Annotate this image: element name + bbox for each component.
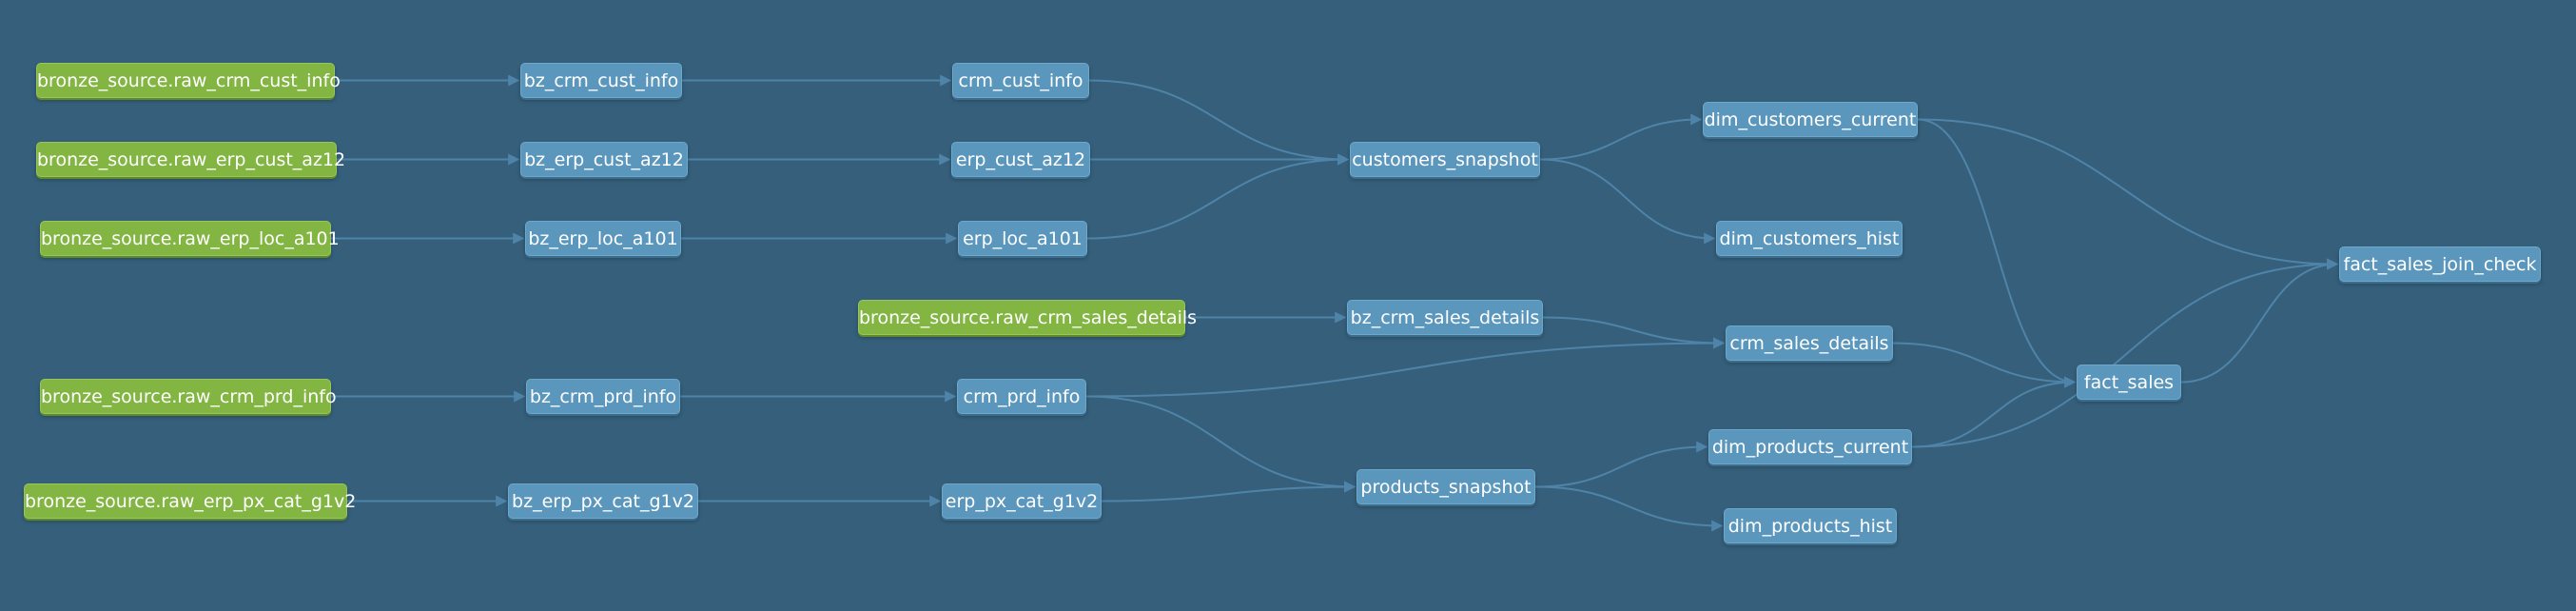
node-dim-products-hist[interactable]: dim_products_hist <box>1724 508 1897 543</box>
node-bronze-source-raw-crm-cust-info[interactable]: bronze_source.raw_crm_cust_info <box>36 63 341 98</box>
node-bz-erp-loc-a101[interactable]: bz_erp_loc_a101 <box>525 221 681 256</box>
node-bz-erp-px-cat-g1v2[interactable]: bz_erp_px_cat_g1v2 <box>508 483 698 519</box>
node-dim-customers-hist[interactable]: dim_customers_hist <box>1716 221 1903 256</box>
edge-dim_customers_current-to-fact_sales_join_check <box>1917 118 2339 270</box>
edge-crm_cust_info-to-customers_snapshot <box>1088 79 1350 166</box>
node-dim-customers-current[interactable]: dim_customers_current <box>1703 102 1918 137</box>
node-bronze-source-raw-erp-cust-az12[interactable]: bronze_source.raw_erp_cust_az12 <box>36 142 345 177</box>
edge-crm_prd_info-to-products_snapshot <box>1085 395 1356 493</box>
node-bz-crm-sales-details[interactable]: bz_crm_sales_details <box>1347 300 1543 335</box>
node-crm-prd-info[interactable]: crm_prd_info <box>957 379 1086 414</box>
edge-erp_loc_a101-to-customers_snapshot <box>1086 153 1350 240</box>
node-bz-crm-cust-info[interactable]: bz_crm_cust_info <box>520 63 682 98</box>
node-products-snapshot[interactable]: products_snapshot <box>1356 469 1535 504</box>
edge-crm_prd_info-to-crm_sales_details <box>1085 337 1726 398</box>
node-bz-crm-prd-info[interactable]: bz_crm_prd_info <box>526 379 680 414</box>
node-customers-snapshot[interactable]: customers_snapshot <box>1350 142 1540 177</box>
node-dim-products-current[interactable]: dim_products_current <box>1708 429 1912 464</box>
edge-erp_px_cat_g1v2-to-products_snapshot <box>1101 481 1356 503</box>
node-bronze-source-raw-erp-loc-a101[interactable]: bronze_source.raw_erp_loc_a101 <box>40 221 340 256</box>
node-bronze-source-raw-crm-prd-info[interactable]: bronze_source.raw_crm_prd_info <box>40 379 337 414</box>
node-bronze-source-raw-erp-px-cat-g1v2[interactable]: bronze_source.raw_erp_px_cat_g1v2 <box>24 483 356 519</box>
edge-fact_sales-to-fact_sales_join_check <box>2180 258 2339 384</box>
node-erp-loc-a101[interactable]: erp_loc_a101 <box>958 221 1087 256</box>
node-bronze-source-raw-crm-sales-details[interactable]: bronze_source.raw_crm_sales_details <box>858 300 1197 335</box>
edge-customers_snapshot-to-dim_customers_current <box>1539 113 1703 161</box>
node-bz-erp-cust-az12[interactable]: bz_erp_cust_az12 <box>520 142 688 177</box>
edge-customers_snapshot-to-dim_customers_hist <box>1539 158 1716 245</box>
node-fact-sales-join-check[interactable]: fact_sales_join_check <box>2339 246 2541 282</box>
edge-products_snapshot-to-dim_products_current <box>1534 441 1708 488</box>
node-crm-sales-details[interactable]: crm_sales_details <box>1726 325 1893 361</box>
node-fact-sales[interactable]: fact_sales <box>2077 365 2181 400</box>
edge-crm_sales_details-to-fact_sales <box>1892 342 2077 388</box>
edge-dim_products_current-to-fact_sales <box>1911 376 2077 448</box>
edge-bz_crm_sales_details-to-crm_sales_details <box>1542 316 1726 349</box>
node-erp-cust-az12[interactable]: erp_cust_az12 <box>951 142 1090 177</box>
node-erp-px-cat-g1v2[interactable]: erp_px_cat_g1v2 <box>942 483 1102 519</box>
node-crm-cust-info[interactable]: crm_cust_info <box>952 63 1089 98</box>
edge-dim_customers_current-to-fact_sales <box>1917 118 2077 388</box>
edge-products_snapshot-to-dim_products_hist <box>1534 485 1724 532</box>
edge-dim_products_current-to-fact_sales_join_check <box>1911 258 2339 448</box>
